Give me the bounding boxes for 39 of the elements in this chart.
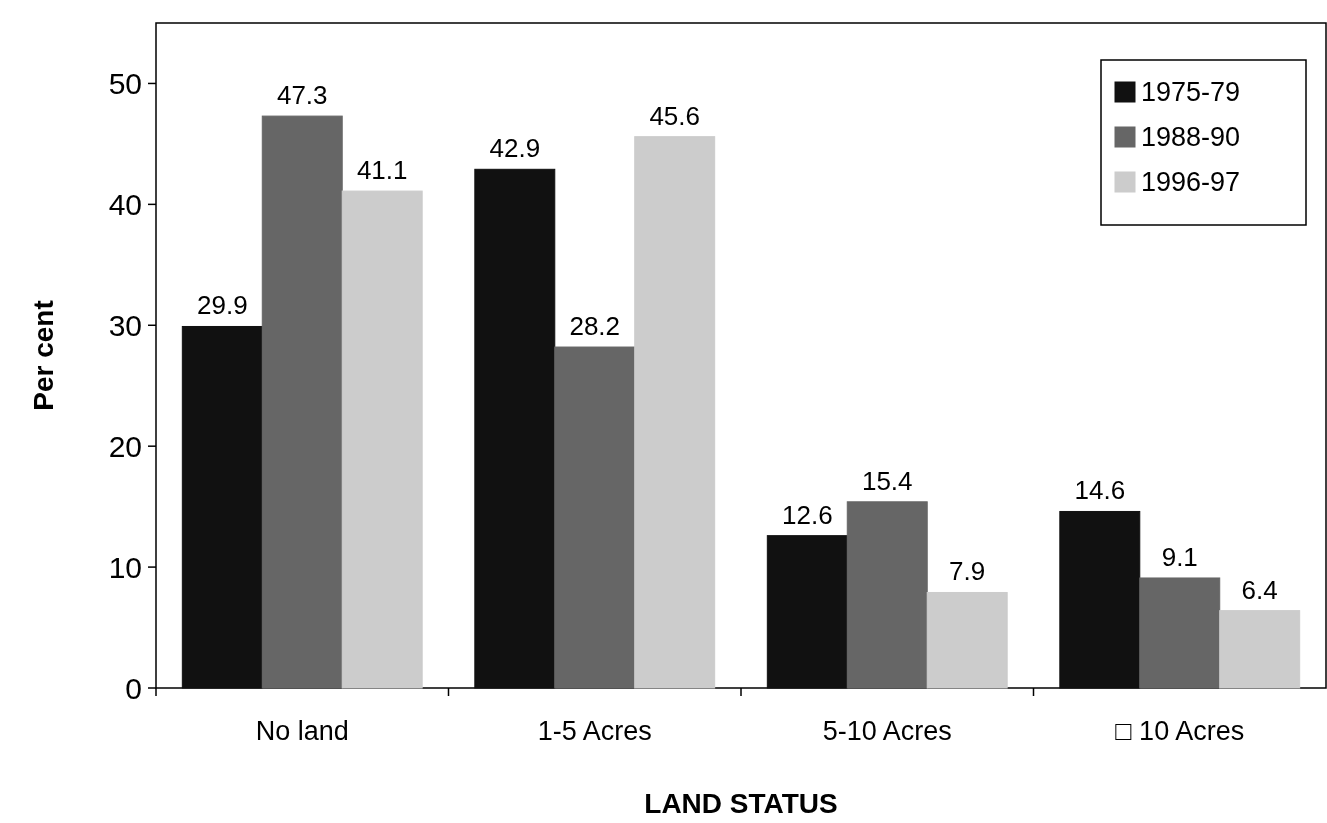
x-tick-label: 5-10 Acres [822,716,952,746]
bar [846,501,928,689]
bar [1219,610,1301,689]
bar [634,136,716,689]
data-label: 15.4 [861,465,913,496]
bar [554,346,636,689]
data-label: 6.4 [1241,574,1278,605]
y-tick-label: 10 [108,550,142,584]
data-label: 28.2 [569,311,621,342]
bar [1059,510,1141,689]
legend-label: 1988-90 [1141,122,1241,153]
y-tick-label: 50 [108,66,142,100]
y-tick-label: 40 [108,187,142,221]
data-label: 47.3 [276,80,328,111]
legend-label: 1996-97 [1141,167,1241,198]
legend-label: 1975-79 [1141,77,1241,108]
x-axis-title: LAND STATUS [644,788,838,819]
data-label: 12.6 [782,499,833,530]
bar [926,591,1008,689]
bar [766,535,848,689]
x-tick-label: 1-5 Acres [537,716,652,746]
bar [181,325,263,689]
y-tick-label: 20 [108,429,142,463]
data-label: 7.9 [949,556,986,587]
data-label: 45.6 [649,100,700,131]
x-tick-label: No land [255,716,349,746]
bar [474,168,556,689]
data-label: 41.1 [356,155,408,186]
data-label: 42.9 [489,133,541,164]
bar [341,190,423,689]
data-label: 14.6 [1074,475,1126,506]
data-label: 29.9 [197,290,248,321]
y-tick-label: 0 [125,671,142,705]
data-label: 9.1 [1161,541,1198,572]
y-tick-label: 30 [108,308,142,342]
y-axis-title: Per cent [28,300,59,411]
bar [1139,577,1221,689]
bar [261,115,343,689]
x-tick-label: □ 10 Acres [1115,716,1245,746]
